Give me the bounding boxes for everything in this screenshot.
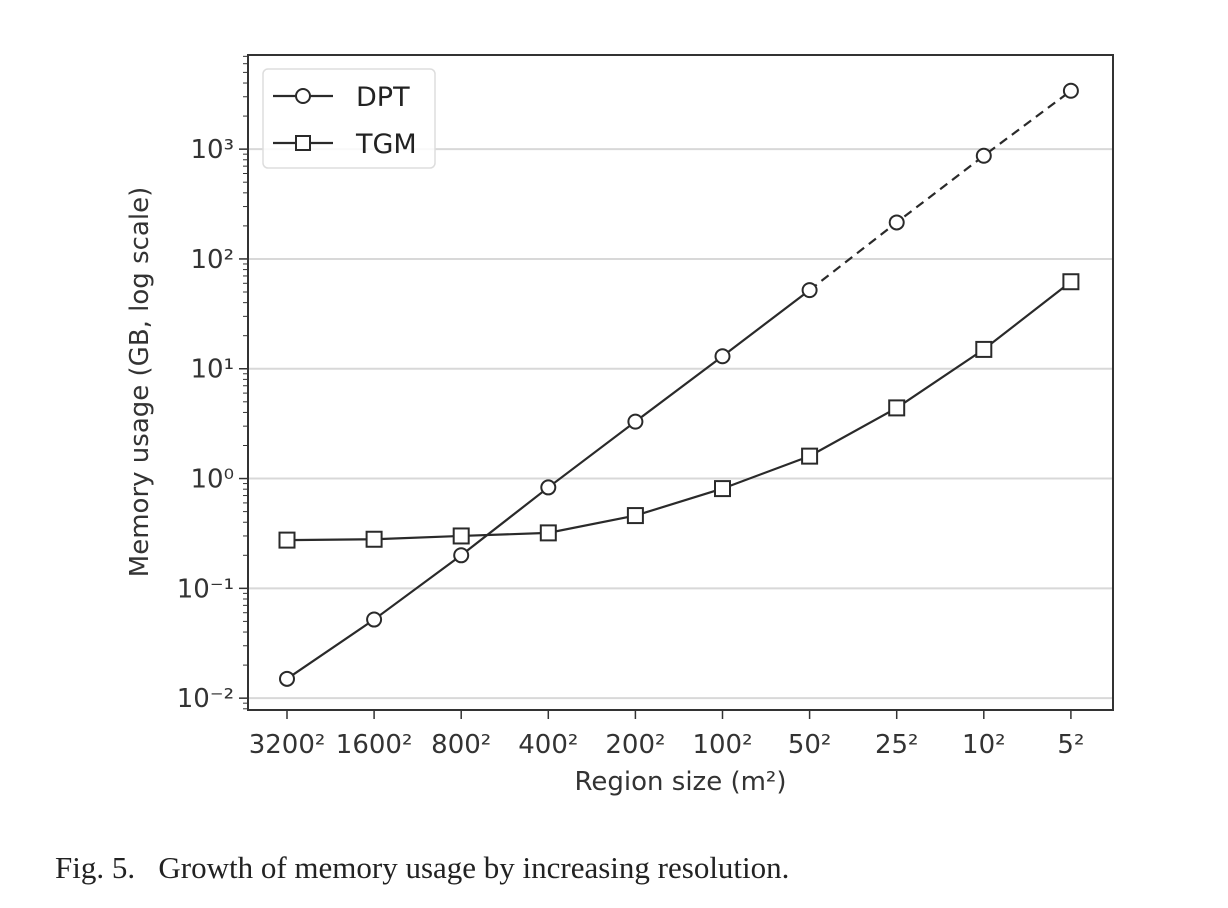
- data-point-tgm: [1062, 273, 1080, 291]
- data-point-tgm: [278, 531, 296, 549]
- x-tick-label: 10²: [962, 730, 1006, 760]
- y-tick-label: 10¹: [190, 355, 234, 385]
- data-point-tgm: [801, 447, 819, 465]
- figure-caption: Fig. 5. Growth of memory usage by increa…: [55, 850, 790, 885]
- x-tick-label: 50²: [788, 730, 832, 760]
- y-tick-label: 10⁻¹: [177, 574, 234, 604]
- data-point-dpt: [888, 214, 905, 231]
- x-axis-label: Region size (m²): [575, 767, 787, 797]
- x-tick-label: 200²: [605, 730, 665, 760]
- data-point-dpt: [801, 282, 818, 299]
- series-dashed-line-dpt: [808, 89, 1072, 291]
- data-point-tgm: [365, 530, 383, 548]
- y-tick-label: 10³: [190, 135, 234, 165]
- data-point-tgm: [626, 507, 644, 525]
- data-point-dpt: [540, 479, 557, 496]
- y-tick-label: 10²: [190, 245, 234, 275]
- x-tick-label: 800²: [431, 730, 491, 760]
- legend-label: TGM: [355, 129, 417, 160]
- y-tick-label: 10⁰: [190, 465, 234, 495]
- data-point-dpt: [453, 547, 470, 564]
- y-axis-label: Memory usage (GB, log scale): [125, 187, 155, 577]
- data-point-dpt: [366, 611, 383, 628]
- data-point-dpt: [714, 348, 731, 365]
- x-tick-label: 25²: [875, 730, 919, 760]
- y-tick-label: 10⁻²: [177, 684, 234, 714]
- legend-marker-square: [295, 135, 311, 151]
- legend-label: DPT: [356, 82, 410, 113]
- x-tick-label: 400²: [518, 730, 578, 760]
- data-point-dpt: [975, 147, 992, 164]
- data-point-tgm: [888, 399, 906, 417]
- plot-frame: [247, 54, 1114, 711]
- data-point-tgm: [452, 527, 470, 545]
- data-point-dpt: [1062, 82, 1079, 99]
- x-tick-label: 100²: [692, 730, 752, 760]
- data-point-dpt: [627, 413, 644, 430]
- series-line-tgm: [286, 280, 1072, 542]
- legend-marker-circle: [295, 88, 311, 104]
- x-tick-label: 1600²: [336, 730, 413, 760]
- x-tick-label: 3200²: [249, 730, 326, 760]
- data-point-tgm: [539, 524, 557, 542]
- x-tick-label: 5²: [1057, 730, 1084, 760]
- data-point-tgm: [714, 480, 731, 498]
- data-point-dpt: [279, 670, 295, 687]
- data-point-tgm: [975, 340, 993, 358]
